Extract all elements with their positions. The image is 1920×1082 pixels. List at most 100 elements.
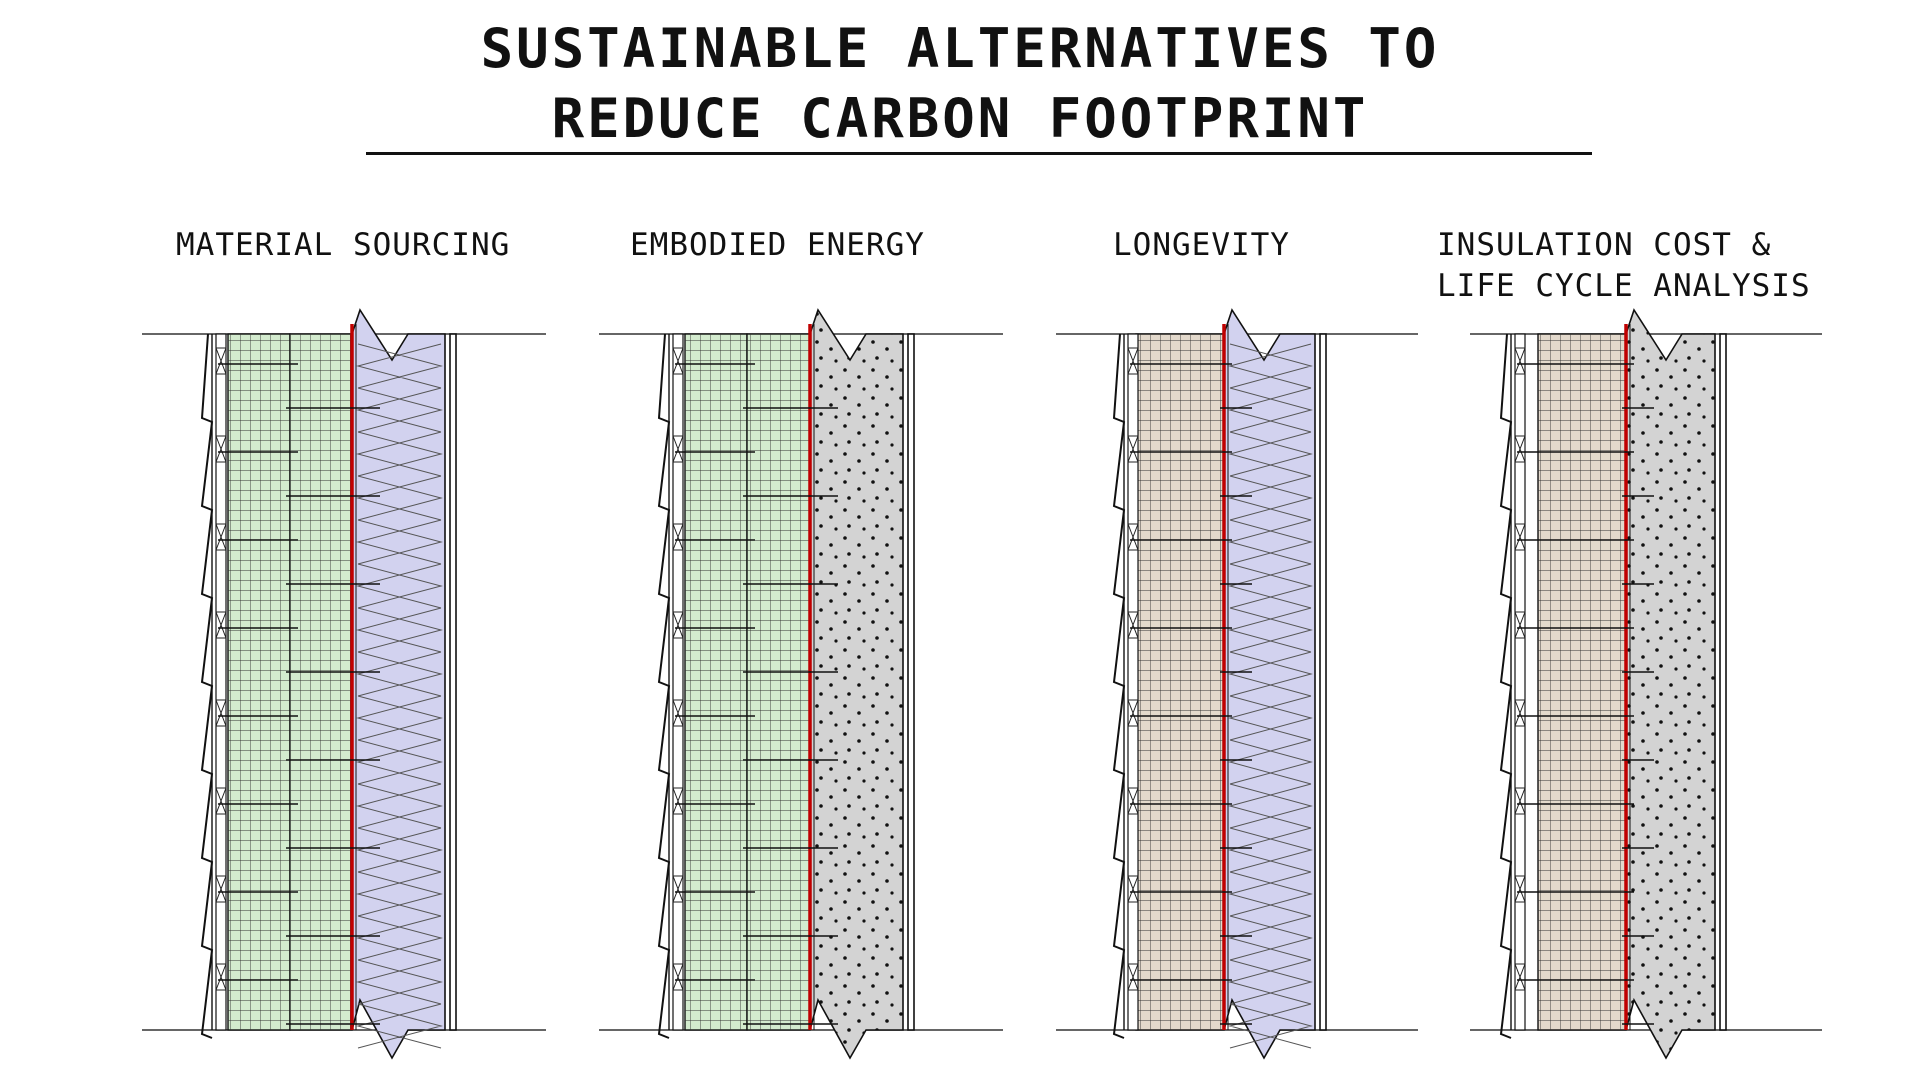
furring-block [215, 787, 227, 815]
wall-section-2 [599, 308, 1003, 1060]
furring-block [672, 523, 684, 551]
furring-strip [1127, 333, 1139, 1031]
furring-block [1127, 787, 1139, 815]
furring-block-x [1514, 435, 1526, 463]
furring-block [215, 611, 227, 639]
furring-block [1127, 435, 1139, 463]
furring-strip [215, 333, 227, 1031]
furring-strip [672, 333, 684, 1031]
furring-block-x [215, 875, 227, 903]
batt-insulation-hatch [356, 343, 443, 1049]
wall-section-3 [1056, 308, 1418, 1060]
furring-block [672, 611, 684, 639]
interior-drywall [1719, 333, 1727, 1031]
furring-block-x [1127, 963, 1139, 991]
furring-block-x [1514, 611, 1526, 639]
furring-block-x [1127, 787, 1139, 815]
second-sheathing-grid-hatch [747, 334, 810, 1030]
furring-block [1127, 875, 1139, 903]
column-label-line: LIFE CYCLE ANALYSIS [1437, 268, 1811, 304]
title-line-1: SUSTAINABLE ALTERNATIVES TO [480, 17, 1440, 80]
batt-insulation-hatch [1228, 343, 1313, 1049]
column-label-line: EMBODIED ENERGY [630, 227, 925, 263]
furring-block [1127, 347, 1139, 375]
interior-drywall [1319, 333, 1327, 1031]
furring-block [1127, 963, 1139, 991]
furring-block-x [215, 523, 227, 551]
furring-block [672, 699, 684, 727]
diagram-title: SUSTAINABLE ALTERNATIVES TO REDUCE CARBO… [360, 14, 1560, 154]
furring-block [1127, 611, 1139, 639]
sheathing-grid-hatch [228, 334, 290, 1030]
title-underline [366, 152, 1592, 155]
furring-block-x [1514, 787, 1526, 815]
furring-block [215, 963, 227, 991]
wall-section-1 [142, 308, 546, 1060]
furring-strip [1514, 333, 1526, 1031]
furring-block-x [1514, 347, 1526, 375]
furring-block [672, 875, 684, 903]
furring-block [1514, 523, 1526, 551]
furring-block [672, 787, 684, 815]
sheathing-grid-hatch [1136, 334, 1224, 1030]
furring-block-x [672, 435, 684, 463]
furring-block-x [1127, 699, 1139, 727]
furring-block-x [215, 699, 227, 727]
title-line-2: REDUCE CARBON FOOTPRINT [551, 87, 1369, 150]
furring-block-x [1127, 347, 1139, 375]
furring-block [215, 875, 227, 903]
furring-block [215, 699, 227, 727]
column-label-insulation-cost: INSULATION COST & LIFE CYCLE ANALYSIS [1437, 225, 1811, 307]
furring-block-x [672, 963, 684, 991]
lap-siding-profile [1499, 333, 1513, 1039]
batt-insulation-layer [1223, 308, 1316, 1060]
furring-block-x [672, 611, 684, 639]
insulation-dot-hatch [1626, 310, 1715, 1058]
furring-block [1514, 787, 1526, 815]
furring-block-x [215, 435, 227, 463]
batt-insulation-layer [351, 308, 446, 1060]
furring-block [672, 347, 684, 375]
furring-block-x [672, 875, 684, 903]
lap-siding-profile [1112, 333, 1126, 1039]
furring-block-x [1127, 435, 1139, 463]
sheathing-grid-hatch [1538, 334, 1626, 1030]
furring-block-x [672, 699, 684, 727]
furring-block-x [1127, 523, 1139, 551]
furring-block-x [1127, 875, 1139, 903]
furring-block-x [672, 347, 684, 375]
column-label-longevity: LONGEVITY [1113, 225, 1290, 266]
sheathing-grid-hatch [685, 334, 747, 1030]
insulation-dot-hatch [810, 310, 903, 1058]
furring-block [1514, 611, 1526, 639]
furring-block-x [215, 611, 227, 639]
furring-block [1127, 699, 1139, 727]
furring-block-x [1127, 611, 1139, 639]
lap-siding-profile [657, 333, 671, 1039]
furring-block-x [215, 787, 227, 815]
furring-block [1514, 875, 1526, 903]
furring-block-x [1514, 963, 1526, 991]
furring-block [1127, 523, 1139, 551]
furring-block-x [1514, 523, 1526, 551]
furring-block-x [672, 787, 684, 815]
furring-block-x [672, 523, 684, 551]
furring-block-x [215, 963, 227, 991]
interior-drywall [907, 333, 915, 1031]
furring-block-x [1514, 875, 1526, 903]
furring-block-x [215, 347, 227, 375]
furring-block [1514, 435, 1526, 463]
furring-block-x [1514, 699, 1526, 727]
wall-section-4 [1470, 308, 1822, 1060]
furring-block [672, 963, 684, 991]
furring-block [1514, 963, 1526, 991]
furring-block [1514, 347, 1526, 375]
furring-block [215, 435, 227, 463]
column-label-embodied-energy: EMBODIED ENERGY [630, 225, 925, 266]
column-label-line: MATERIAL SOURCING [176, 227, 511, 263]
column-label-line: INSULATION COST & [1437, 227, 1772, 263]
furring-block [672, 435, 684, 463]
furring-block [215, 347, 227, 375]
